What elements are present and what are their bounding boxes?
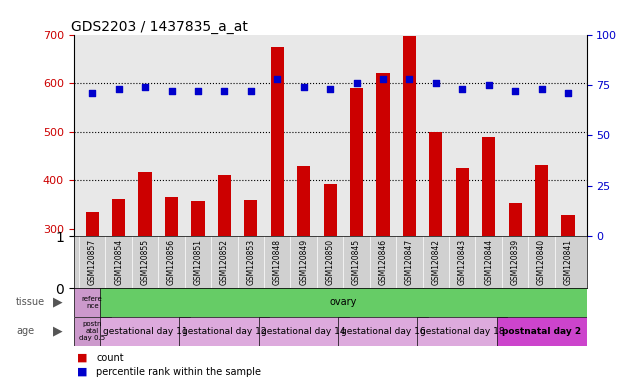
Bar [218,175,231,375]
Point [87,90,97,96]
Text: GSM120854: GSM120854 [114,239,123,285]
Bar [192,201,204,375]
Text: postn
atal
day 0.5: postn atal day 0.5 [79,321,105,341]
Text: ■: ■ [77,353,87,363]
Text: GSM120839: GSM120839 [511,239,520,285]
Point [510,88,520,94]
FancyBboxPatch shape [74,288,111,317]
Bar [297,166,310,375]
Text: GSM120847: GSM120847 [405,239,414,285]
Text: ovary: ovary [329,297,357,308]
Text: postnatal day 2: postnatal day 2 [502,327,581,336]
Point [299,84,309,90]
FancyBboxPatch shape [179,317,269,346]
Text: GSM120841: GSM120841 [563,239,572,285]
Point [537,86,547,92]
Text: ▶: ▶ [53,325,63,338]
Bar [429,132,442,375]
Point [483,82,494,88]
Text: count: count [96,353,124,363]
Bar [508,203,522,375]
Text: gestational day 14: gestational day 14 [262,327,346,336]
FancyBboxPatch shape [100,288,587,317]
Text: gestational day 18: gestational day 18 [420,327,504,336]
Bar [403,36,416,375]
Text: tissue: tissue [16,297,45,308]
Point [113,86,124,92]
Text: gestational day 12: gestational day 12 [182,327,267,336]
Text: gestational day 16: gestational day 16 [340,327,425,336]
Point [140,84,150,90]
Point [351,80,362,86]
Point [167,88,177,94]
Point [193,88,203,94]
Bar [244,200,258,375]
Text: GSM120846: GSM120846 [378,239,387,285]
Bar [86,212,99,375]
FancyBboxPatch shape [259,317,349,346]
Bar [376,73,390,375]
Text: GSM120857: GSM120857 [88,239,97,285]
Text: GSM120840: GSM120840 [537,239,546,285]
Bar [350,88,363,375]
Bar [482,137,495,375]
Text: gestational day 11: gestational day 11 [103,327,187,336]
FancyBboxPatch shape [417,317,507,346]
Text: ■: ■ [77,366,87,377]
Text: GSM120842: GSM120842 [431,239,440,285]
Text: GSM120848: GSM120848 [273,239,282,285]
Bar [138,172,152,375]
Bar [271,47,284,375]
Point [378,76,388,82]
Bar [456,168,469,375]
Point [563,90,573,96]
Bar [535,165,548,375]
Bar [165,197,178,375]
Text: GSM120852: GSM120852 [220,239,229,285]
Text: GSM120849: GSM120849 [299,239,308,285]
Point [325,86,335,92]
Text: GSM120844: GSM120844 [484,239,493,285]
Text: GDS2203 / 1437835_a_at: GDS2203 / 1437835_a_at [71,20,248,33]
Point [272,76,283,82]
Text: percentile rank within the sample: percentile rank within the sample [96,366,261,377]
Text: refere
nce: refere nce [82,296,103,309]
FancyBboxPatch shape [74,317,111,346]
Text: GSM120851: GSM120851 [194,239,203,285]
Text: GSM120855: GSM120855 [140,239,149,285]
FancyBboxPatch shape [338,317,428,346]
Point [404,76,415,82]
Point [457,86,467,92]
Text: GSM120843: GSM120843 [458,239,467,285]
Text: GSM120845: GSM120845 [352,239,361,285]
Point [219,88,229,94]
Point [431,80,441,86]
Text: GSM120850: GSM120850 [326,239,335,285]
Text: age: age [16,326,34,336]
Text: ▶: ▶ [53,296,63,309]
Bar [562,215,574,375]
Bar [324,184,337,375]
Text: GSM120856: GSM120856 [167,239,176,285]
FancyBboxPatch shape [497,317,587,346]
FancyBboxPatch shape [100,317,190,346]
Text: GSM120853: GSM120853 [246,239,255,285]
Bar [112,199,125,375]
Point [246,88,256,94]
